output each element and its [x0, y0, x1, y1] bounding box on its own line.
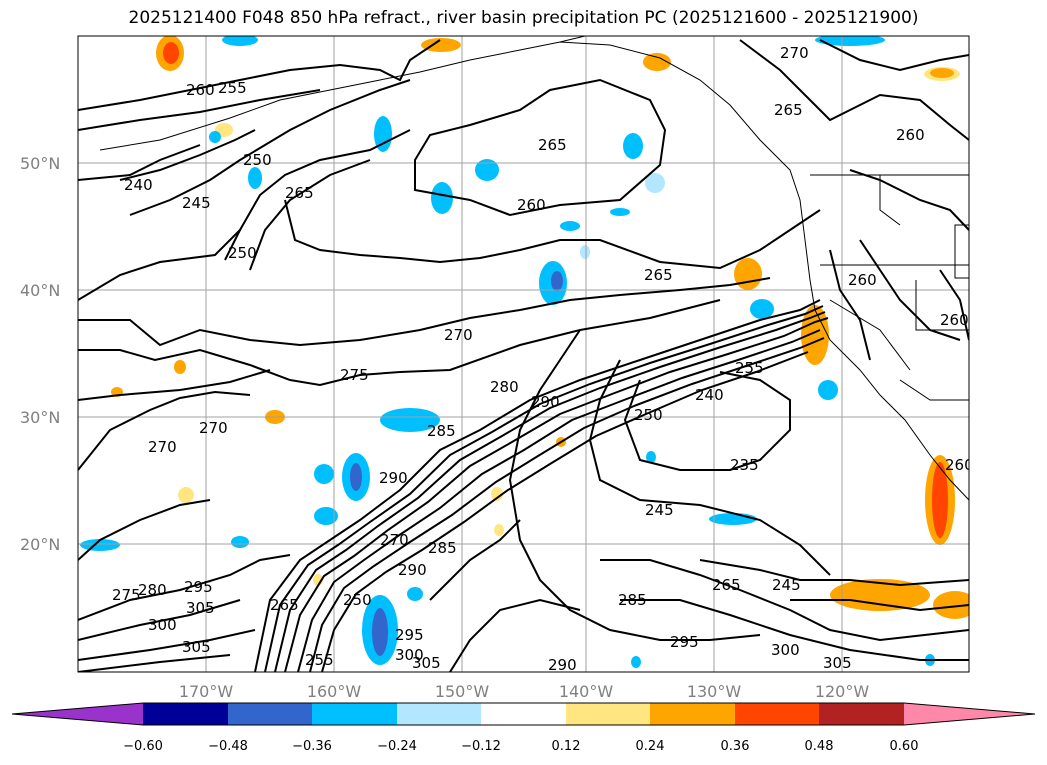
contour-label: 275 [112, 586, 141, 604]
colorbar-segment [481, 703, 566, 725]
lon-label: 160°W [307, 682, 362, 701]
lon-label: 130°W [687, 682, 742, 701]
contour-label: 255 [735, 359, 764, 377]
contour-label: 300 [148, 616, 177, 634]
colorbar-tick-label: 0.36 [721, 739, 750, 754]
colorbar-segment [143, 703, 228, 725]
contour-label: 240 [695, 386, 724, 404]
contour-label: 280 [490, 378, 519, 396]
contour-label: 295 [395, 626, 424, 644]
colorbar-tick-label: 0.24 [636, 739, 665, 754]
lon-label: 170°W [179, 682, 234, 701]
contour-label: 265 [644, 266, 673, 284]
contour-label: 270 [780, 44, 809, 62]
colorbar-segment [819, 703, 904, 725]
lon-label: 150°W [435, 682, 490, 701]
lat-label: 40°N [20, 281, 60, 300]
colorbar-tick-label: −0.36 [292, 739, 332, 754]
map-title: 2025121400 F048 850 hPa refract., river … [128, 8, 919, 28]
contour-label: 265 [774, 101, 803, 119]
colorbar-tick-label: −0.12 [461, 739, 501, 754]
contour-label: 305 [823, 654, 852, 672]
contour-label: 290 [379, 469, 408, 487]
contour-label: 260 [186, 81, 215, 99]
lon-label: 140°W [559, 682, 614, 701]
colorbar-segment [566, 703, 650, 725]
colorbar-tick-label: −0.24 [377, 739, 417, 754]
contour-label: 250 [228, 244, 257, 262]
colorbar-low-extend [12, 703, 143, 725]
colorbar-tick-label: 0.60 [890, 739, 919, 754]
colorbar-segment [312, 703, 397, 725]
contour-label: 285 [428, 539, 457, 557]
lat-label: 50°N [20, 154, 60, 173]
contour-label: 305 [412, 654, 441, 672]
lat-label: 30°N [20, 408, 60, 427]
longitude-labels: 170°W 160°W 150°W 140°W 130°W 120°W [179, 682, 870, 701]
contour-label: 255 [218, 79, 247, 97]
contour-label: 270 [380, 531, 409, 549]
contour-label: 270 [199, 419, 228, 437]
contour-label: 295 [184, 578, 213, 596]
colorbar-segment [228, 703, 312, 725]
contour-label: 270 [148, 438, 177, 456]
contour-label: 265 [538, 136, 567, 154]
contour-label: 305 [182, 638, 211, 656]
colorbar-segment [650, 703, 735, 725]
lat-label: 20°N [20, 535, 60, 554]
contour-label: 300 [395, 646, 424, 664]
colorbar: −0.60 −0.48 −0.36 −0.24 −0.12 0.12 0.24 … [11, 702, 1036, 754]
contour-label: 260 [945, 456, 974, 474]
colorbar-outline [11, 702, 1036, 726]
contour-label: 255 [305, 651, 334, 669]
contour-label: 290 [398, 561, 427, 579]
lon-label: 120°W [815, 682, 870, 701]
colorbar-segment [397, 703, 481, 725]
contour-label: 260 [848, 271, 877, 289]
contour-label: 265 [270, 596, 299, 614]
contour-label: 285 [427, 422, 456, 440]
colorbar-tick-label: 0.12 [552, 739, 581, 754]
contour-label: 260 [940, 311, 969, 329]
contour-label: 245 [182, 194, 211, 212]
contour-label: 240 [124, 176, 153, 194]
contour-label: 275 [340, 366, 369, 384]
contour-label: 250 [343, 591, 372, 609]
graticule [78, 36, 969, 672]
contour-label: 250 [634, 406, 663, 424]
colorbar-tick-label: −0.60 [123, 739, 163, 754]
latitude-labels: 50°N 40°N 30°N 20°N [20, 154, 60, 554]
refractivity-contours [78, 39, 969, 672]
colorbar-high-extend [904, 703, 1035, 725]
plot-frame [77, 35, 970, 673]
contour-label: 260 [517, 196, 546, 214]
colorbar-segment [735, 703, 819, 725]
contour-label: 250 [243, 151, 272, 169]
contour-label: 305 [186, 599, 215, 617]
contour-label: 290 [531, 393, 560, 411]
coastlines [99, 36, 969, 501]
contour-label: 300 [771, 641, 800, 659]
contour-labels: 260 255 240 245 250 250 265 265 260 270 … [112, 44, 974, 674]
contour-label: 265 [712, 576, 741, 594]
contour-label: 265 [285, 184, 314, 202]
contour-label: 295 [670, 633, 699, 651]
colorbar-tick-label: −0.48 [208, 739, 248, 754]
contour-label: 260 [896, 126, 925, 144]
contour-label: 245 [772, 576, 801, 594]
contour-label: 285 [618, 591, 647, 609]
contour-label: 235 [730, 456, 759, 474]
colorbar-tick-label: 0.48 [805, 739, 834, 754]
contour-label: 290 [548, 656, 577, 674]
contour-label: 280 [138, 581, 167, 599]
contour-label: 245 [645, 501, 674, 519]
contour-label: 270 [444, 326, 473, 344]
